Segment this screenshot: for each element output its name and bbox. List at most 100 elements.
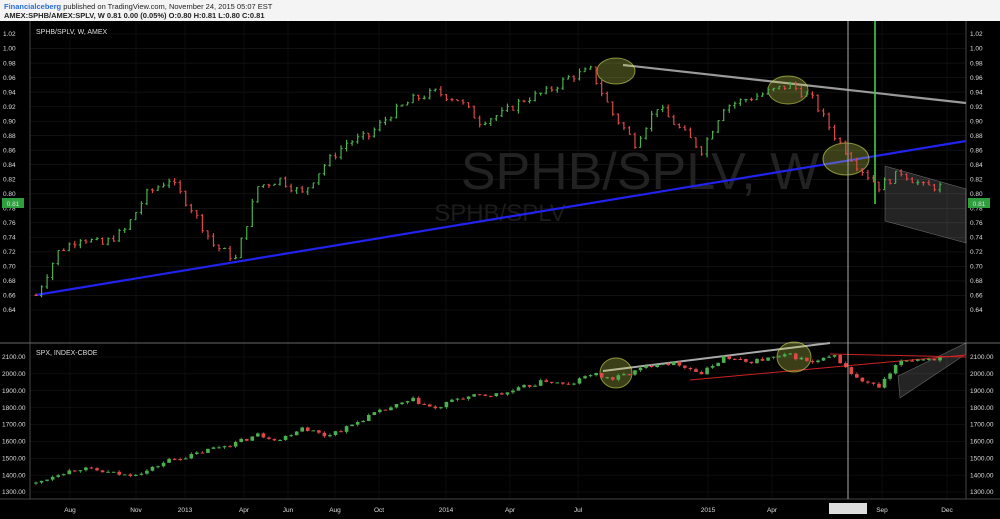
crosshair-date-badge — [829, 503, 867, 514]
spx-highlight-ellipse-2[interactable] — [776, 341, 812, 373]
ohlc-bar — [123, 227, 127, 234]
ohlc-bar — [738, 98, 742, 106]
candle — [744, 358, 748, 363]
y-tick-label-left: 0.98 — [3, 60, 16, 67]
candle — [394, 403, 399, 409]
y-axis-top: 1.02 1.02 1.00 1.00 0.98 0.98 0.96 0.96 0.94 0.94… — [3, 31, 983, 314]
candle — [267, 436, 271, 440]
ohlc-bar — [539, 92, 543, 96]
y-tick-label-right: 0.82 — [970, 176, 983, 183]
chart-canvas[interactable]: SPHB/SPLV, W SPHB/SPLV 1.02 1.02 1.00 1.00 0… — [0, 21, 1000, 519]
candle — [139, 472, 144, 476]
ohlc-bar — [500, 107, 504, 118]
ohlc-bar — [627, 126, 632, 135]
ohlc-bar — [589, 65, 593, 70]
spx-highlight-ellipse-1[interactable] — [599, 357, 633, 389]
candle — [483, 394, 488, 397]
ohlc-bar — [206, 230, 210, 240]
ohlc-bar — [400, 104, 404, 107]
ohlc-bar — [39, 285, 44, 298]
last-price-badge-right — [968, 198, 990, 208]
y-tick-label-right: 0.88 — [970, 133, 983, 140]
candle — [527, 384, 532, 389]
candle — [466, 396, 471, 401]
candle — [378, 408, 382, 414]
ohlc-bar — [683, 125, 687, 131]
ohlc-bar — [932, 183, 937, 192]
y-tick-label-right: 0.76 — [970, 220, 983, 227]
y-tick-label-right: 0.86 — [970, 147, 983, 154]
candle — [300, 426, 305, 432]
candle — [244, 438, 249, 442]
ohlc-bar — [145, 188, 149, 206]
falling-channel-top[interactable] — [884, 165, 967, 244]
ohlc-bar — [905, 173, 909, 181]
ohlc-bar — [156, 185, 160, 192]
ohlc-bar — [139, 201, 143, 215]
ohlc-bar — [433, 88, 437, 92]
y-tick-label-left: 0.80 — [3, 191, 16, 198]
ohlc-bar — [439, 86, 443, 97]
ohlc-bar — [666, 104, 670, 118]
candle — [888, 372, 892, 381]
support-trendline[interactable] — [35, 139, 967, 297]
last-price-badge-left — [2, 198, 24, 208]
candle — [411, 396, 415, 402]
candle — [50, 475, 55, 482]
ohlc-bar — [661, 104, 665, 113]
bottom-panel-label[interactable]: SPX, INDEX-CBOE — [36, 350, 98, 357]
candle — [78, 470, 83, 473]
ohlc-bar — [239, 237, 243, 259]
y-tick-label-left: 1.00 — [3, 46, 16, 53]
y-axis-bottom: 2100.00 2100.00 2000.00 2000.00 1900.00 1900.… — [2, 354, 994, 496]
y-tick-label-right: 0.92 — [970, 104, 983, 111]
candle — [594, 372, 598, 377]
top-panel-label[interactable]: SPHB/SPLV, W, AMEX — [36, 29, 108, 36]
published-text: published on TradingView.com, November 2… — [63, 2, 273, 11]
y-tick-label-left: 1800.00 — [2, 405, 26, 412]
last-price-left: 0.81 — [7, 201, 20, 208]
spx-resistance-line[interactable] — [602, 342, 831, 372]
candle — [117, 470, 121, 476]
candle — [400, 401, 404, 405]
candle — [583, 375, 587, 380]
highlight-ellipse-1[interactable] — [596, 57, 636, 85]
candle — [622, 372, 626, 376]
ohlc-bar — [888, 179, 892, 185]
ohlc-bar — [755, 93, 759, 101]
ohlc-bar — [161, 182, 166, 188]
candle — [799, 356, 804, 361]
y-tick-label-right: 1700.00 — [970, 422, 994, 429]
ohlc-bar — [555, 86, 559, 93]
candle — [938, 357, 942, 363]
ohlc-bar — [672, 114, 676, 126]
y-tick-label-right: 0.72 — [970, 249, 983, 256]
candle — [189, 452, 194, 460]
candle — [256, 432, 260, 438]
ohlc-bar — [544, 85, 548, 95]
author-link[interactable]: Financialceberg — [4, 2, 62, 11]
ohlc-bar — [882, 177, 887, 191]
ohlc-bar — [694, 137, 698, 149]
candle — [843, 361, 848, 369]
ohlc-bar — [483, 121, 487, 126]
spx-flat-line[interactable] — [829, 353, 967, 358]
resistance-trendline[interactable] — [622, 63, 967, 105]
candle — [239, 437, 244, 443]
candle — [732, 358, 737, 361]
ohlc-bar — [428, 88, 432, 100]
candle — [361, 419, 366, 423]
candle — [572, 382, 576, 386]
spx-support-line[interactable] — [689, 354, 967, 381]
ohlc-bar — [860, 168, 864, 176]
y-tick-label-right: 0.64 — [970, 307, 983, 314]
ohlc-bar — [638, 136, 643, 148]
candle — [788, 352, 793, 355]
candle — [45, 479, 49, 482]
y-tick-label-right: 1.00 — [970, 46, 983, 53]
y-tick-label-right: 0.98 — [970, 60, 983, 67]
candle — [100, 469, 105, 473]
price-series-bottom — [34, 352, 942, 486]
y-tick-label-left: 0.84 — [3, 162, 16, 169]
ohlc-bar — [317, 173, 321, 185]
